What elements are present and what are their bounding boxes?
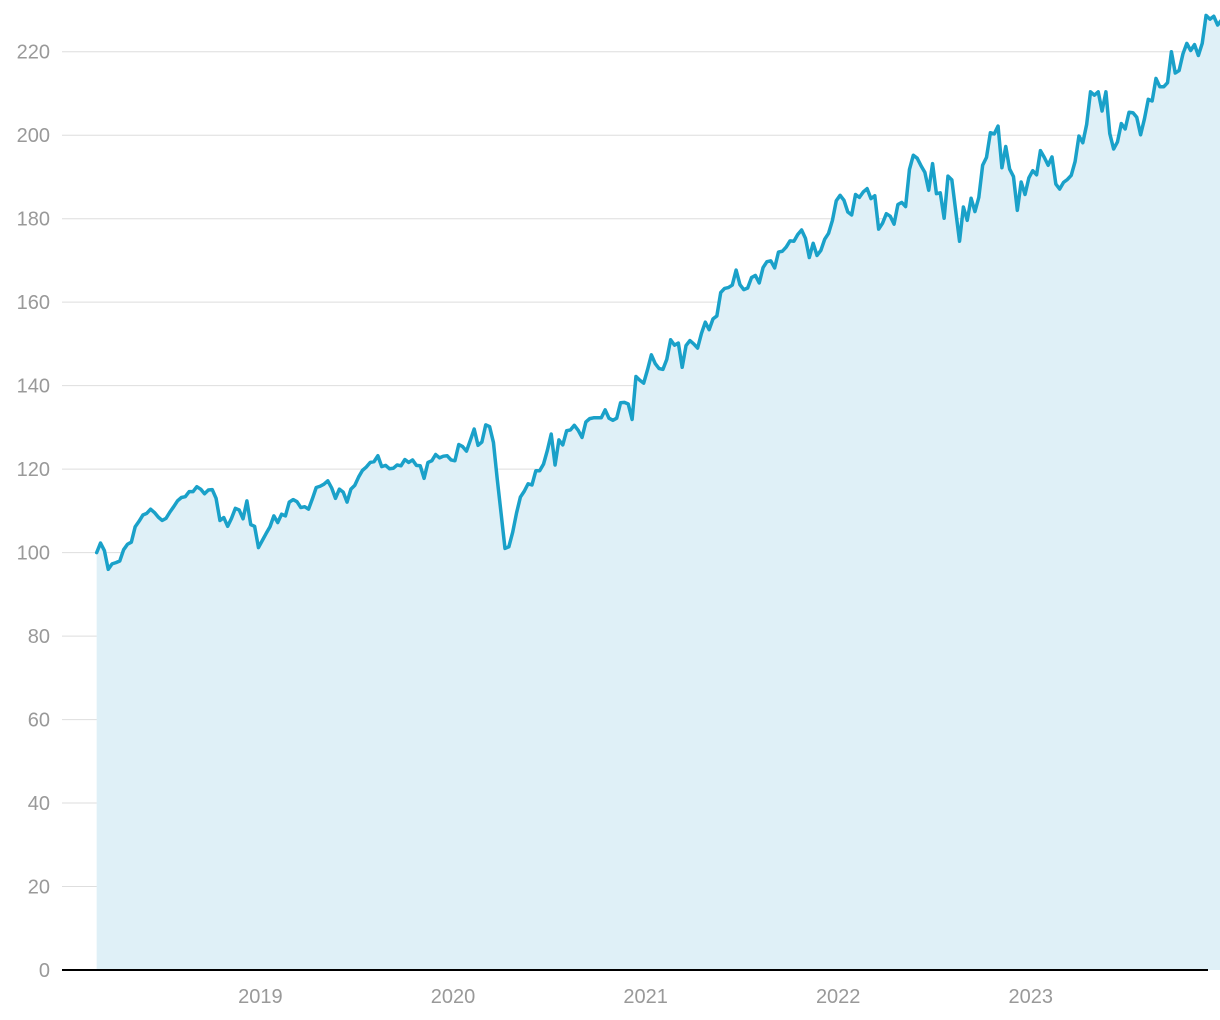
y-tick-label: 160 xyxy=(17,292,50,314)
x-tick-label: 2020 xyxy=(431,986,476,1008)
series-area xyxy=(94,13,1220,970)
y-tick-label: 220 xyxy=(17,42,50,64)
y-tick-label: 180 xyxy=(17,209,50,231)
y-tick-label: 140 xyxy=(17,376,50,398)
x-tick-label: 2021 xyxy=(623,986,668,1008)
x-axis-ticks: 2019 2020 2021 2022 2023 xyxy=(238,986,1053,1008)
y-tick-label: 20 xyxy=(28,877,50,899)
y-tick-label: 80 xyxy=(28,626,50,648)
area-fill xyxy=(96,15,1220,970)
series-line xyxy=(94,13,1220,572)
y-axis-ticks: 0 20 40 60 80 100 120 140 160 180 200 220 xyxy=(17,42,50,982)
x-tick-label: 2019 xyxy=(238,986,283,1008)
y-tick-label: 100 xyxy=(17,543,50,565)
y-tick-label: 200 xyxy=(17,125,50,147)
x-tick-label: 2023 xyxy=(1009,986,1054,1008)
y-tick-label: 40 xyxy=(28,793,50,815)
y-tick-label: 60 xyxy=(28,710,50,732)
x-tick-label: 2022 xyxy=(816,986,861,1008)
y-tick-label: 120 xyxy=(17,459,50,481)
y-tick-label: 0 xyxy=(39,960,50,982)
